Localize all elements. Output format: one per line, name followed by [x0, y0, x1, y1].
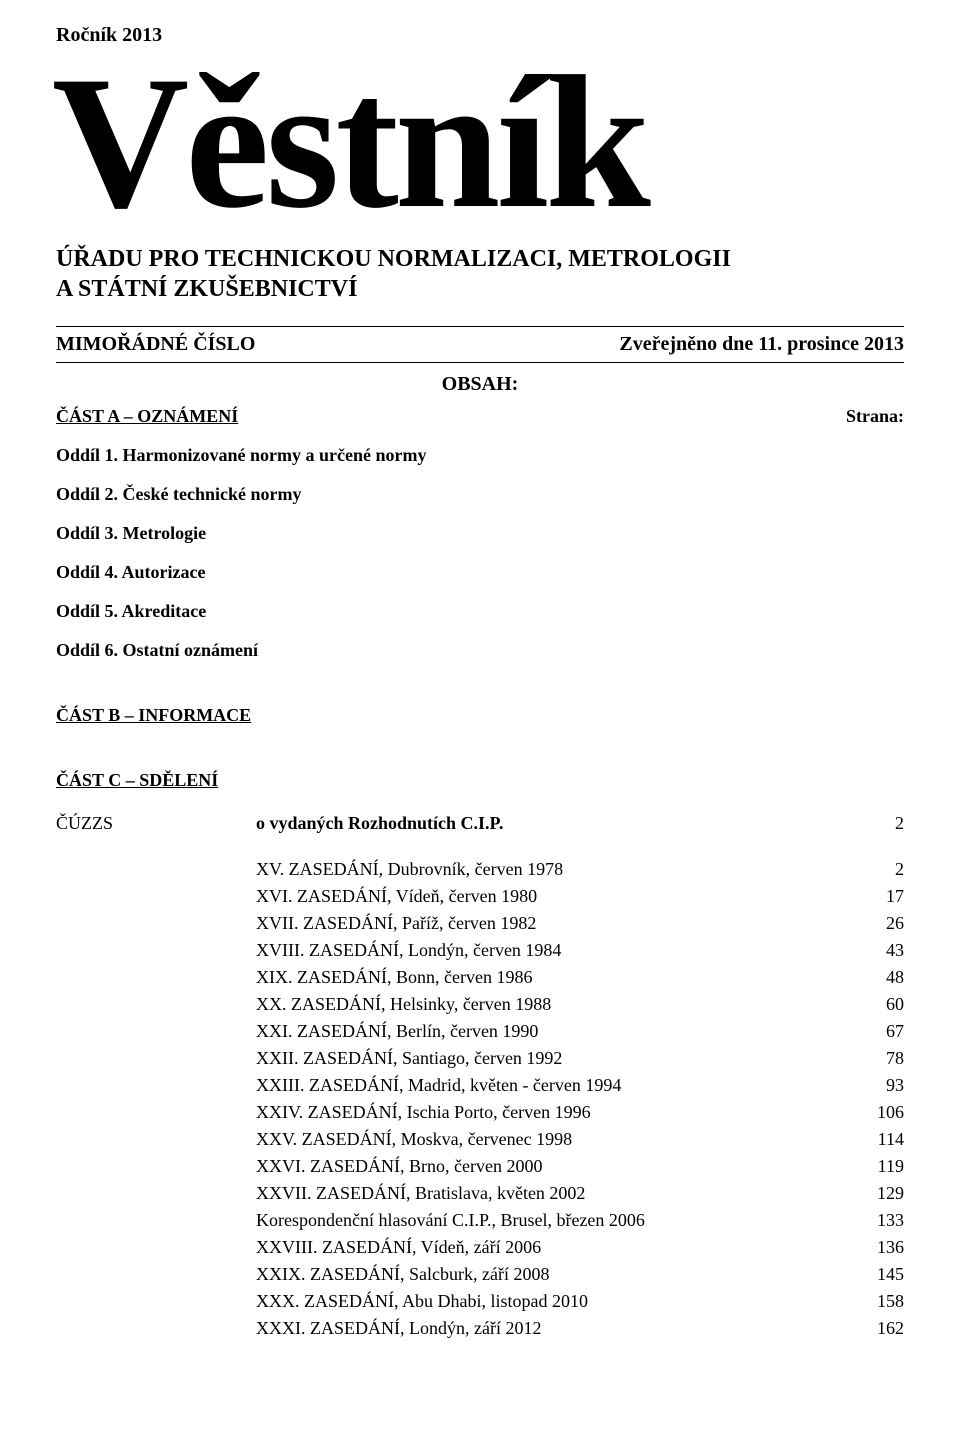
- toc-indent: [56, 1261, 256, 1288]
- toc-page: 48: [844, 964, 904, 991]
- toc-page: 43: [844, 937, 904, 964]
- subhead-line-2: A STÁTNÍ ZKUŠEBNICTVÍ: [56, 274, 904, 304]
- toc-row: XXI. ZASEDÁNÍ, Berlín, červen 199067: [56, 1018, 904, 1045]
- toc-page: 145: [844, 1261, 904, 1288]
- toc-text: XX. ZASEDÁNÍ, Helsinky, červen 1988: [256, 991, 844, 1018]
- toc-indent: [56, 856, 256, 883]
- toc-text: XXXI. ZASEDÁNÍ, Londýn, září 2012: [256, 1315, 844, 1342]
- toc-text: XV. ZASEDÁNÍ, Dubrovník, červen 1978: [256, 856, 844, 883]
- toc-page: 158: [844, 1288, 904, 1315]
- publish-date: Zveřejněno dne 11. prosince 2013: [619, 333, 904, 356]
- toc-indent: [56, 1315, 256, 1342]
- toc-page: 60: [844, 991, 904, 1018]
- toc-text: XXVI. ZASEDÁNÍ, Brno, červen 2000: [256, 1153, 844, 1180]
- subhead-line-1: ÚŘADU PRO TECHNICKOU NORMALIZACI, METROL…: [56, 244, 904, 274]
- part-a-section: Oddíl 6. Ostatní oznámení: [56, 640, 904, 661]
- toc-list: XV. ZASEDÁNÍ, Dubrovník, červen 19782XVI…: [56, 856, 904, 1342]
- toc-text: XXV. ZASEDÁNÍ, Moskva, červenec 1998: [256, 1126, 844, 1153]
- toc-row: XXVII. ZASEDÁNÍ, Bratislava, květen 2002…: [56, 1180, 904, 1207]
- part-a-section: Oddíl 5. Akreditace: [56, 601, 904, 622]
- toc-indent: [56, 1099, 256, 1126]
- toc-indent: [56, 964, 256, 991]
- toc-text: XVII. ZASEDÁNÍ, Paříž, červen 1982: [256, 910, 844, 937]
- toc-page: 129: [844, 1180, 904, 1207]
- toc-row: XXVI. ZASEDÁNÍ, Brno, červen 2000119: [56, 1153, 904, 1180]
- part-c-title: ČÁST C – SDĚLENÍ: [56, 770, 904, 791]
- issue-number-label: MIMOŘÁDNÉ ČÍSLO: [56, 333, 255, 356]
- toc-row: XVI. ZASEDÁNÍ, Vídeň, červen 198017: [56, 883, 904, 910]
- toc-indent: [56, 1153, 256, 1180]
- toc-row: XXII. ZASEDÁNÍ, Santiago, červen 199278: [56, 1045, 904, 1072]
- toc-row: XIX. ZASEDÁNÍ, Bonn, červen 198648: [56, 964, 904, 991]
- toc-page: 106: [844, 1099, 904, 1126]
- toc-page: 78: [844, 1045, 904, 1072]
- toc-indent: [56, 991, 256, 1018]
- toc-row: XXX. ZASEDÁNÍ, Abu Dhabi, listopad 20101…: [56, 1288, 904, 1315]
- toc-text: XXVIII. ZASEDÁNÍ, Vídeň, září 2006: [256, 1234, 844, 1261]
- toc-page: 17: [844, 883, 904, 910]
- toc-text: XVI. ZASEDÁNÍ, Vídeň, červen 1980: [256, 883, 844, 910]
- part-a-section: Oddíl 3. Metrologie: [56, 523, 904, 544]
- contents-heading: OBSAH:: [56, 363, 904, 402]
- toc-text: XXII. ZASEDÁNÍ, Santiago, červen 1992: [256, 1045, 844, 1072]
- toc-page: 114: [844, 1126, 904, 1153]
- cuzzs-label: ČÚZZS: [56, 813, 256, 834]
- toc-row: XVII. ZASEDÁNÍ, Paříž, červen 198226: [56, 910, 904, 937]
- toc-indent: [56, 1207, 256, 1234]
- toc-row: XXV. ZASEDÁNÍ, Moskva, červenec 1998114: [56, 1126, 904, 1153]
- toc-indent: [56, 883, 256, 910]
- part-a-heading-row: ČÁST A – OZNÁMENÍ Strana:: [56, 402, 904, 427]
- toc-page: 93: [844, 1072, 904, 1099]
- toc-row: Korespondenční hlasování C.I.P., Brusel,…: [56, 1207, 904, 1234]
- part-a-section: Oddíl 4. Autorizace: [56, 562, 904, 583]
- toc-indent: [56, 1072, 256, 1099]
- page: Ročník 2013 Věstník ÚŘADU PRO TECHNICKOU…: [0, 0, 960, 1452]
- toc-row: XXIV. ZASEDÁNÍ, Ischia Porto, červen 199…: [56, 1099, 904, 1126]
- toc-indent: [56, 1180, 256, 1207]
- part-a-sections: Oddíl 1. Harmonizované normy a určené no…: [56, 445, 904, 661]
- toc-page: 136: [844, 1234, 904, 1261]
- toc-row: XXXI. ZASEDÁNÍ, Londýn, září 2012162: [56, 1315, 904, 1342]
- toc-page: 26: [844, 910, 904, 937]
- cuzzs-row: ČÚZZS o vydaných Rozhodnutích C.I.P. 2: [56, 813, 904, 834]
- toc-page: 162: [844, 1315, 904, 1342]
- toc-text: XVIII. ZASEDÁNÍ, Londýn, červen 1984: [256, 937, 844, 964]
- toc-text: XXIII. ZASEDÁNÍ, Madrid, květen - červen…: [256, 1072, 844, 1099]
- toc-text: XIX. ZASEDÁNÍ, Bonn, červen 1986: [256, 964, 844, 991]
- toc-indent: [56, 1018, 256, 1045]
- toc-row: XXVIII. ZASEDÁNÍ, Vídeň, září 2006136: [56, 1234, 904, 1261]
- toc-row: XXIII. ZASEDÁNÍ, Madrid, květen - červen…: [56, 1072, 904, 1099]
- toc-text: XXIV. ZASEDÁNÍ, Ischia Porto, červen 199…: [256, 1099, 844, 1126]
- part-a-section: Oddíl 2. České technické normy: [56, 484, 904, 505]
- toc-indent: [56, 1288, 256, 1315]
- toc-indent: [56, 1126, 256, 1153]
- toc-text: Korespondenční hlasování C.I.P., Brusel,…: [256, 1207, 844, 1234]
- toc-page: 119: [844, 1153, 904, 1180]
- cuzzs-page: 2: [844, 813, 904, 834]
- toc-page: 67: [844, 1018, 904, 1045]
- subhead: ÚŘADU PRO TECHNICKOU NORMALIZACI, METROL…: [56, 244, 904, 304]
- toc-page: 2: [844, 856, 904, 883]
- issue-row: MIMOŘÁDNÉ ČÍSLO Zveřejněno dne 11. prosi…: [56, 327, 904, 362]
- toc-page: 133: [844, 1207, 904, 1234]
- toc-text: XXIX. ZASEDÁNÍ, Salcburk, září 2008: [256, 1261, 844, 1288]
- toc-indent: [56, 1045, 256, 1072]
- toc-indent: [56, 910, 256, 937]
- toc-indent: [56, 1234, 256, 1261]
- toc-text: XXX. ZASEDÁNÍ, Abu Dhabi, listopad 2010: [256, 1288, 844, 1315]
- toc-row: XVIII. ZASEDÁNÍ, Londýn, červen 198443: [56, 937, 904, 964]
- masthead-title: Věstník: [52, 53, 904, 234]
- part-b-title: ČÁST B – INFORMACE: [56, 705, 904, 726]
- part-a-title: ČÁST A – OZNÁMENÍ: [56, 406, 238, 427]
- toc-text: XXVII. ZASEDÁNÍ, Bratislava, květen 2002: [256, 1180, 844, 1207]
- toc-indent: [56, 937, 256, 964]
- toc-row: XV. ZASEDÁNÍ, Dubrovník, červen 19782: [56, 856, 904, 883]
- toc-row: XXIX. ZASEDÁNÍ, Salcburk, září 2008145: [56, 1261, 904, 1288]
- part-a-section: Oddíl 1. Harmonizované normy a určené no…: [56, 445, 904, 466]
- toc-text: XXI. ZASEDÁNÍ, Berlín, červen 1990: [256, 1018, 844, 1045]
- cuzzs-text: o vydaných Rozhodnutích C.I.P.: [256, 813, 844, 834]
- toc-row: XX. ZASEDÁNÍ, Helsinky, červen 198860: [56, 991, 904, 1018]
- page-label: Strana:: [846, 406, 904, 427]
